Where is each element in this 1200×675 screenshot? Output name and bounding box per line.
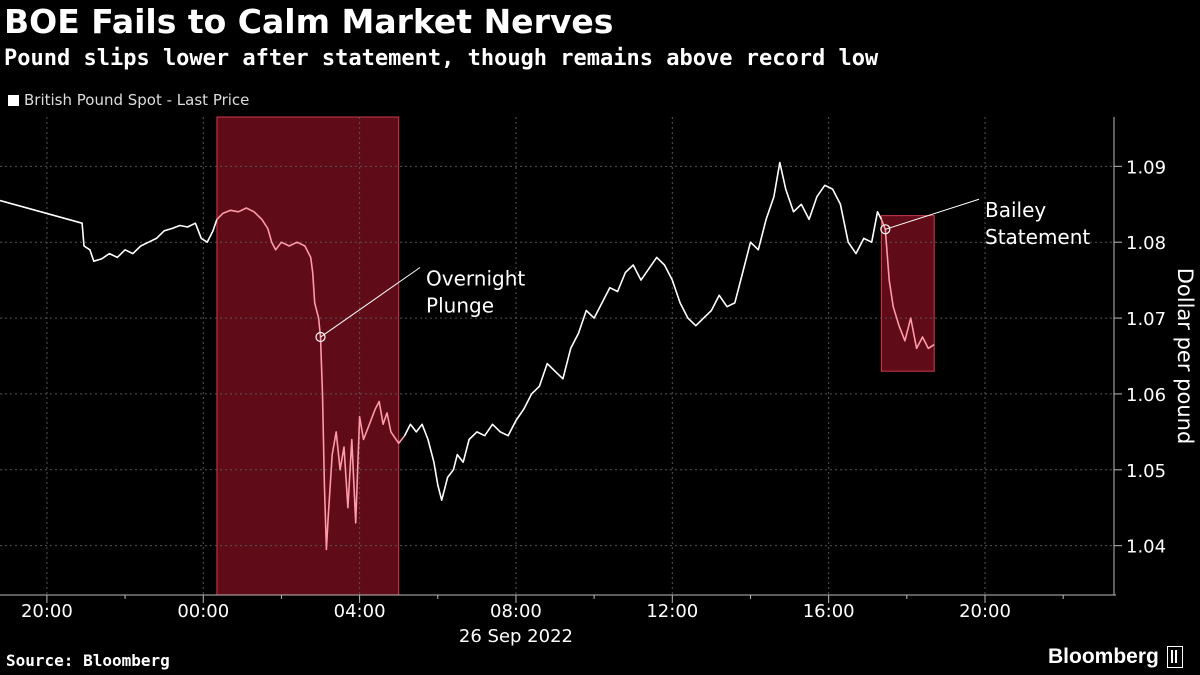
chart-subtitle: Pound slips lower after statement, thoug… bbox=[4, 46, 879, 71]
series-line-segment-3 bbox=[880, 219, 935, 350]
y-tick-label: 1.05 bbox=[1126, 461, 1166, 482]
annotation-label-0: Overnight bbox=[426, 267, 525, 291]
y-tick-label: 1.08 bbox=[1126, 233, 1166, 254]
y-axis-title: Dollar per pound bbox=[1173, 268, 1197, 445]
chart-title: BOE Fails to Calm Market Nerves bbox=[4, 2, 614, 41]
x-tick-label: 20:00 bbox=[959, 601, 1011, 622]
x-tick-label: 20:00 bbox=[21, 601, 73, 622]
y-tick-label: 1.09 bbox=[1126, 157, 1166, 178]
annotation-leader-0 bbox=[320, 267, 421, 338]
source-note: Source: Bloomberg bbox=[6, 651, 170, 670]
series-line-segment-0 bbox=[0, 199, 218, 263]
x-tick-label: 00:00 bbox=[177, 601, 229, 622]
x-tick-label: 12:00 bbox=[646, 601, 698, 622]
highlight-region-1 bbox=[880, 215, 935, 372]
annotation-label-0: Plunge bbox=[426, 294, 494, 318]
x-tick-label: 08:00 bbox=[490, 601, 542, 622]
highlight-region-0 bbox=[216, 116, 400, 596]
annotation-marker-1 bbox=[880, 224, 891, 235]
terminal-icon bbox=[1166, 646, 1183, 668]
series-line-segment-1 bbox=[216, 207, 406, 551]
y-tick-label: 1.04 bbox=[1126, 537, 1166, 558]
annotation-leader-1 bbox=[885, 198, 980, 230]
x-axis-date-label: 26 Sep 2022 bbox=[459, 626, 573, 647]
series-line-segment-2 bbox=[403, 161, 883, 502]
y-tick-label: 1.06 bbox=[1126, 385, 1166, 406]
x-tick-label: 16:00 bbox=[803, 601, 855, 622]
brand-logo: Bloomberg bbox=[1048, 645, 1183, 669]
legend: British Pound Spot - Last Price bbox=[8, 91, 249, 109]
annotation-label-1: Statement bbox=[985, 225, 1090, 249]
annotation-label-1: Bailey bbox=[985, 198, 1046, 222]
x-tick-label: 04:00 bbox=[334, 601, 386, 622]
brand-name: Bloomberg bbox=[1048, 645, 1159, 668]
legend-swatch bbox=[8, 94, 19, 106]
legend-label: British Pound Spot - Last Price bbox=[24, 91, 250, 109]
annotation-marker-0 bbox=[315, 331, 326, 343]
y-tick-label: 1.07 bbox=[1126, 309, 1166, 330]
